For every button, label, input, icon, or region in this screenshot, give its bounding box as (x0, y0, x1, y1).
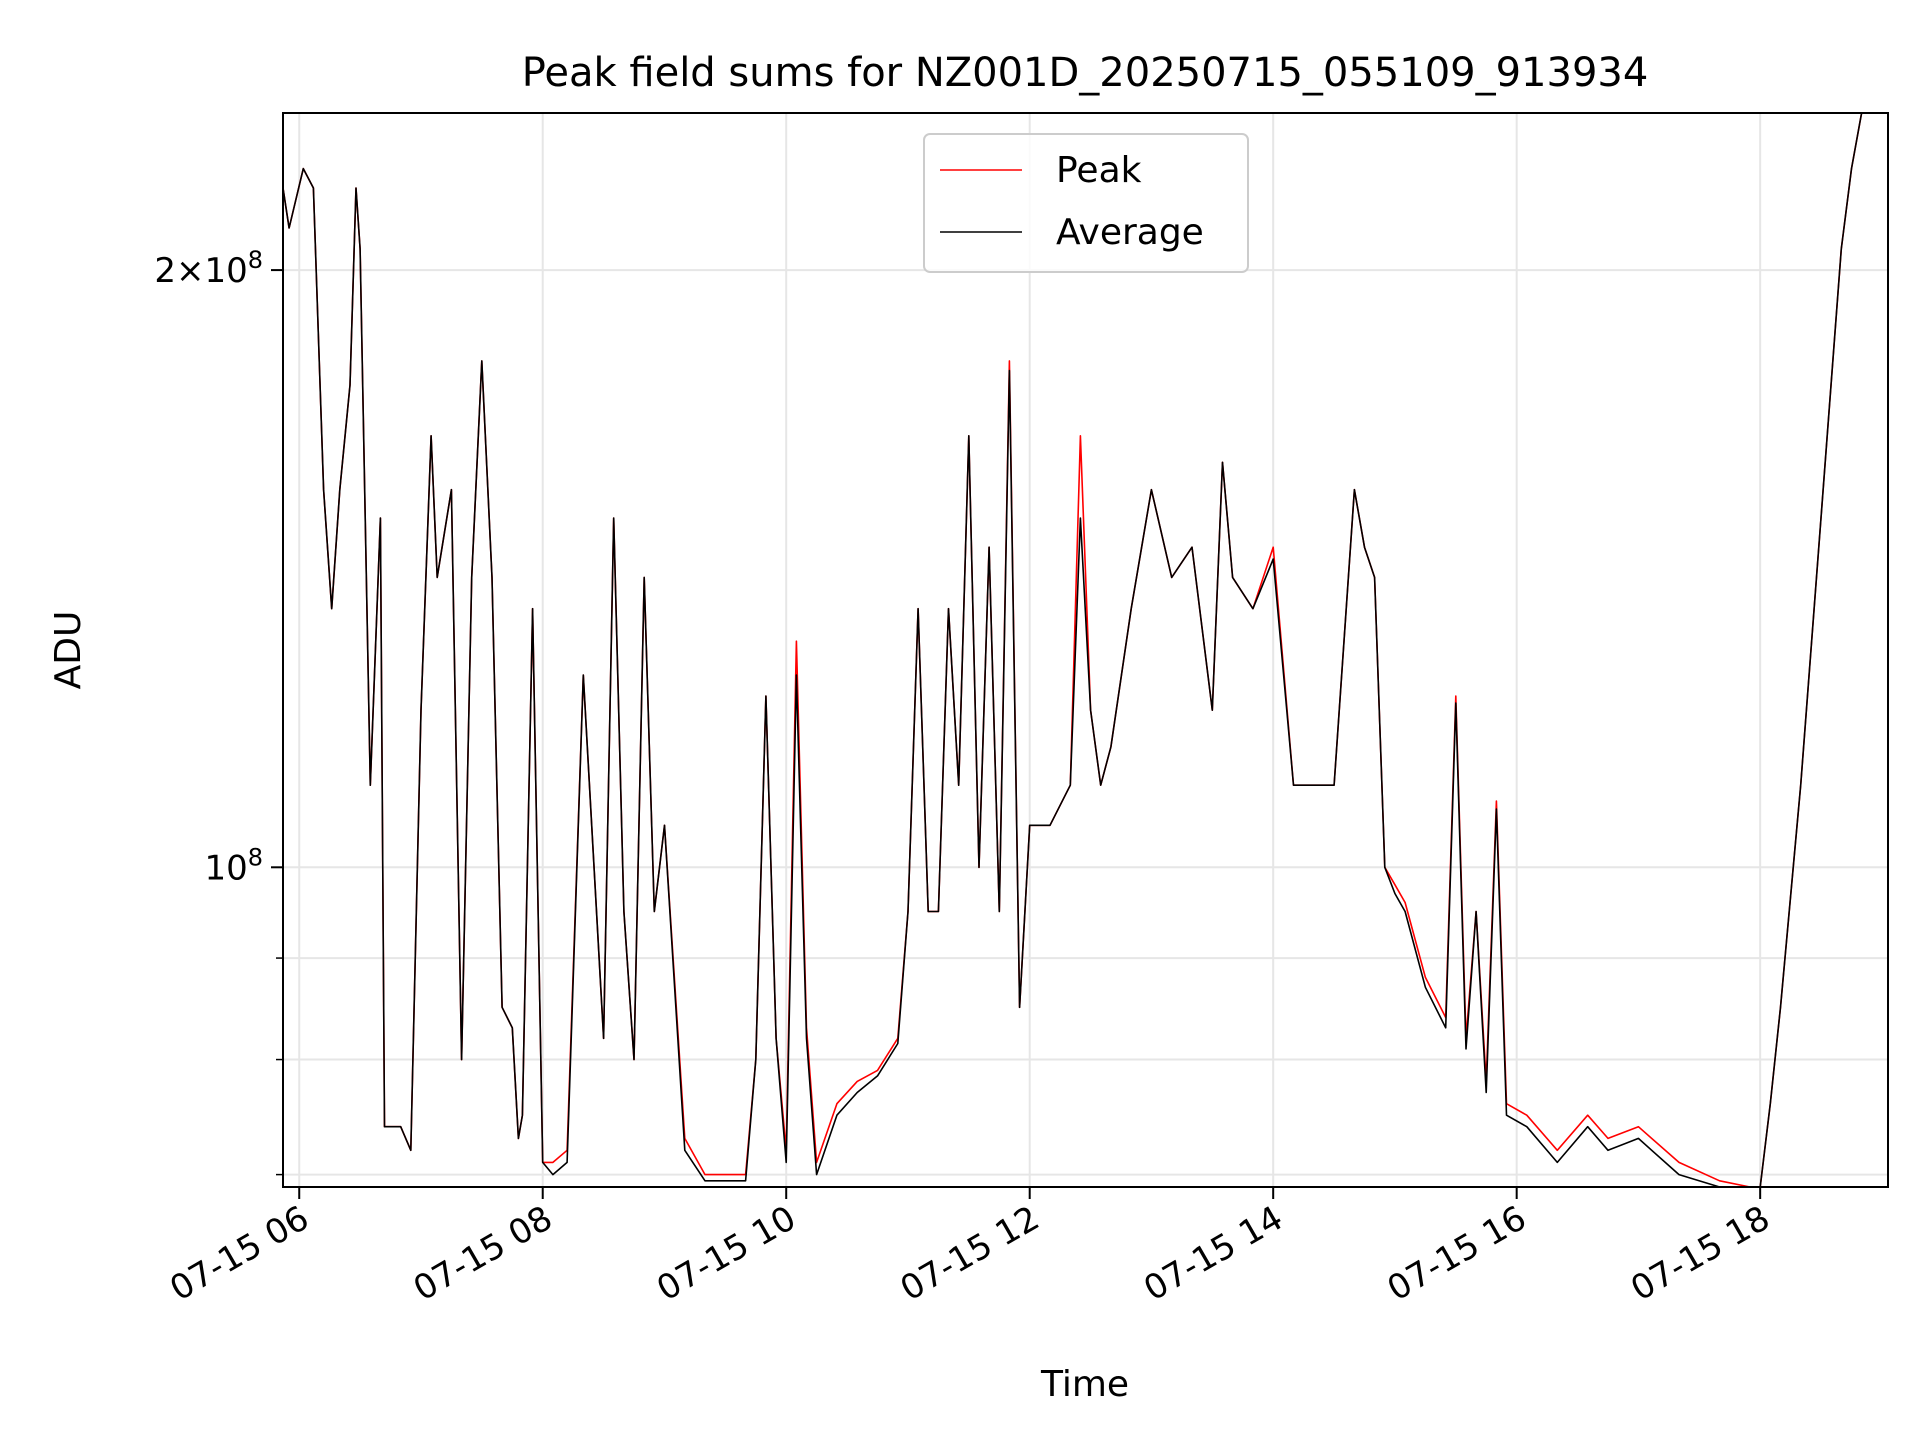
series-line-average (282, 112, 1888, 1188)
series-layer (282, 112, 1888, 1188)
y-tick-label: 108 (204, 843, 263, 888)
grid-lines (283, 113, 1888, 1187)
y-axis: 108 2×108 (154, 246, 283, 1176)
legend-box (923, 133, 1249, 273)
chart-title: Peak field sums for NZ001D_20250715_0551… (522, 50, 1649, 96)
legend: Peak Average (923, 133, 1249, 273)
y-axis-label: ADU (48, 611, 89, 690)
legend-average-label: Average (1056, 212, 1204, 253)
x-axis-label: Time (1040, 1364, 1129, 1405)
plot-frame (282, 112, 1889, 1188)
y-tick-label: 2×108 (154, 246, 263, 291)
legend-peak-label: Peak (1056, 150, 1142, 191)
